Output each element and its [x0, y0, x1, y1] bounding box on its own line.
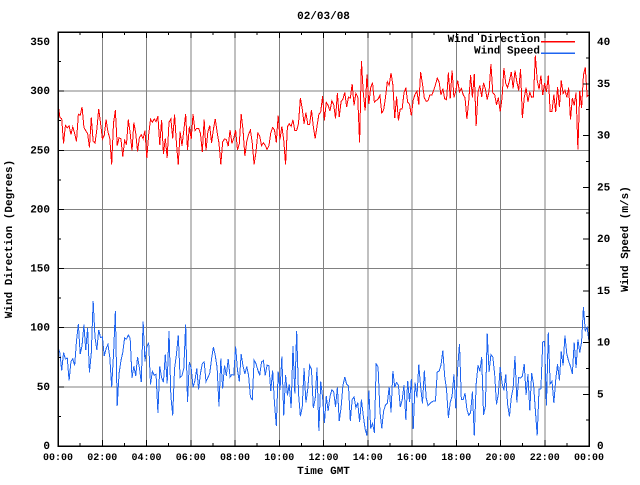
svg-text:18:00: 18:00: [441, 453, 471, 464]
svg-text:5: 5: [597, 389, 604, 401]
svg-text:150: 150: [30, 264, 50, 276]
svg-text:30: 30: [597, 131, 610, 143]
svg-text:200: 200: [30, 204, 50, 216]
svg-text:00:00: 00:00: [43, 453, 73, 464]
svg-text:25: 25: [597, 182, 611, 194]
svg-text:12:00: 12:00: [308, 453, 338, 464]
svg-text:Wind Direction (Degrees): Wind Direction (Degrees): [4, 160, 16, 318]
svg-text:100: 100: [30, 323, 50, 335]
svg-text:Wind Speed (m/s): Wind Speed (m/s): [620, 186, 632, 292]
svg-text:14:00: 14:00: [353, 453, 383, 464]
svg-text:20:00: 20:00: [485, 453, 515, 464]
svg-text:10:00: 10:00: [264, 453, 294, 464]
svg-text:Time GMT: Time GMT: [297, 466, 350, 478]
svg-text:02:00: 02:00: [87, 453, 117, 464]
svg-text:02/03/08: 02/03/08: [297, 11, 350, 23]
svg-text:300: 300: [30, 86, 50, 98]
svg-text:22:00: 22:00: [530, 453, 560, 464]
svg-text:04:00: 04:00: [131, 453, 161, 464]
svg-text:50: 50: [37, 382, 50, 394]
svg-text:Wind Direction: Wind Direction: [448, 34, 540, 46]
svg-text:06:00: 06:00: [176, 453, 206, 464]
svg-text:Wind Speed: Wind Speed: [474, 46, 540, 58]
svg-text:20: 20: [597, 234, 610, 246]
svg-text:250: 250: [30, 145, 50, 157]
svg-text:00:00: 00:00: [574, 453, 604, 464]
svg-text:16:00: 16:00: [397, 453, 427, 464]
svg-text:350: 350: [30, 37, 50, 49]
svg-text:0: 0: [597, 441, 604, 453]
svg-text:35: 35: [597, 79, 611, 91]
svg-text:15: 15: [597, 286, 611, 298]
svg-text:0: 0: [43, 441, 50, 453]
svg-text:40: 40: [597, 37, 610, 49]
svg-text:08:00: 08:00: [220, 453, 250, 464]
svg-text:10: 10: [597, 338, 610, 350]
